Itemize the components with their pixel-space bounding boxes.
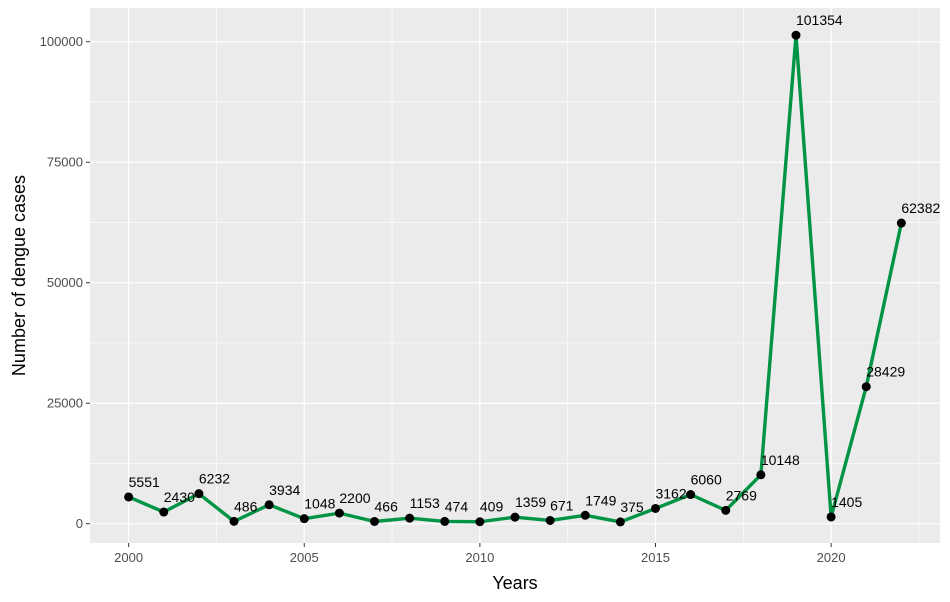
data-label: 2430 — [164, 489, 195, 505]
data-label: 5551 — [129, 474, 160, 490]
data-label: 1048 — [304, 496, 335, 512]
series-layer — [124, 30, 906, 527]
data-label: 466 — [375, 498, 399, 514]
data-label: 62382 — [901, 200, 940, 216]
data-point — [650, 503, 660, 513]
data-point — [159, 507, 169, 517]
y-tick-label: 100000 — [40, 34, 83, 49]
y-tick-label: 0 — [76, 516, 83, 531]
axes: 2000 2005 2010 2015 2020 0 25000 50000 75000 1000… — [40, 34, 846, 565]
data-point — [264, 500, 274, 510]
data-label: 2200 — [339, 490, 370, 506]
data-point — [510, 512, 520, 522]
data-label: 1359 — [515, 494, 546, 510]
data-label: 6232 — [199, 471, 230, 487]
data-point — [229, 516, 239, 526]
data-point — [124, 492, 134, 502]
data-label: 101354 — [796, 12, 843, 28]
y-tick-label: 75000 — [47, 155, 83, 170]
data-point — [791, 30, 801, 40]
data-label: 3934 — [269, 482, 300, 498]
x-tick-label: 2005 — [290, 550, 319, 565]
data-point — [580, 510, 590, 520]
data-point — [405, 513, 415, 523]
x-tick-label: 2010 — [465, 550, 494, 565]
data-label: 10148 — [761, 452, 800, 468]
data-point — [615, 517, 625, 527]
data-point — [475, 517, 485, 527]
data-label: 6060 — [691, 472, 722, 488]
data-label: 486 — [234, 498, 258, 514]
data-label: 3162 — [655, 485, 686, 501]
data-point — [440, 516, 450, 526]
data-label: 28429 — [866, 364, 905, 380]
data-point — [896, 218, 906, 228]
data-label: 375 — [620, 499, 644, 515]
data-point — [756, 470, 766, 480]
data-label: 474 — [445, 498, 469, 514]
x-tick-label: 2000 — [114, 550, 143, 565]
data-label: 1405 — [831, 494, 862, 510]
x-axis-title: Years — [492, 573, 537, 593]
data-point — [721, 505, 731, 515]
data-point — [194, 489, 204, 499]
x-tick-label: 2015 — [641, 550, 670, 565]
y-tick-label: 50000 — [47, 275, 83, 290]
data-label: 1749 — [585, 492, 616, 508]
data-point — [370, 516, 380, 526]
x-tick-label: 2020 — [817, 550, 846, 565]
data-label: 1153 — [410, 495, 440, 511]
data-point — [334, 508, 344, 518]
y-tick-label: 25000 — [47, 396, 83, 411]
data-point — [686, 490, 696, 500]
data-point — [545, 515, 555, 525]
data-point — [861, 382, 871, 392]
data-label: 409 — [480, 499, 504, 515]
data-label: 671 — [550, 497, 574, 513]
data-point — [826, 512, 836, 522]
data-point — [299, 514, 309, 524]
y-axis-title: Number of dengue cases — [9, 175, 29, 376]
plot-panel — [90, 8, 940, 543]
data-label: 2769 — [726, 487, 757, 503]
